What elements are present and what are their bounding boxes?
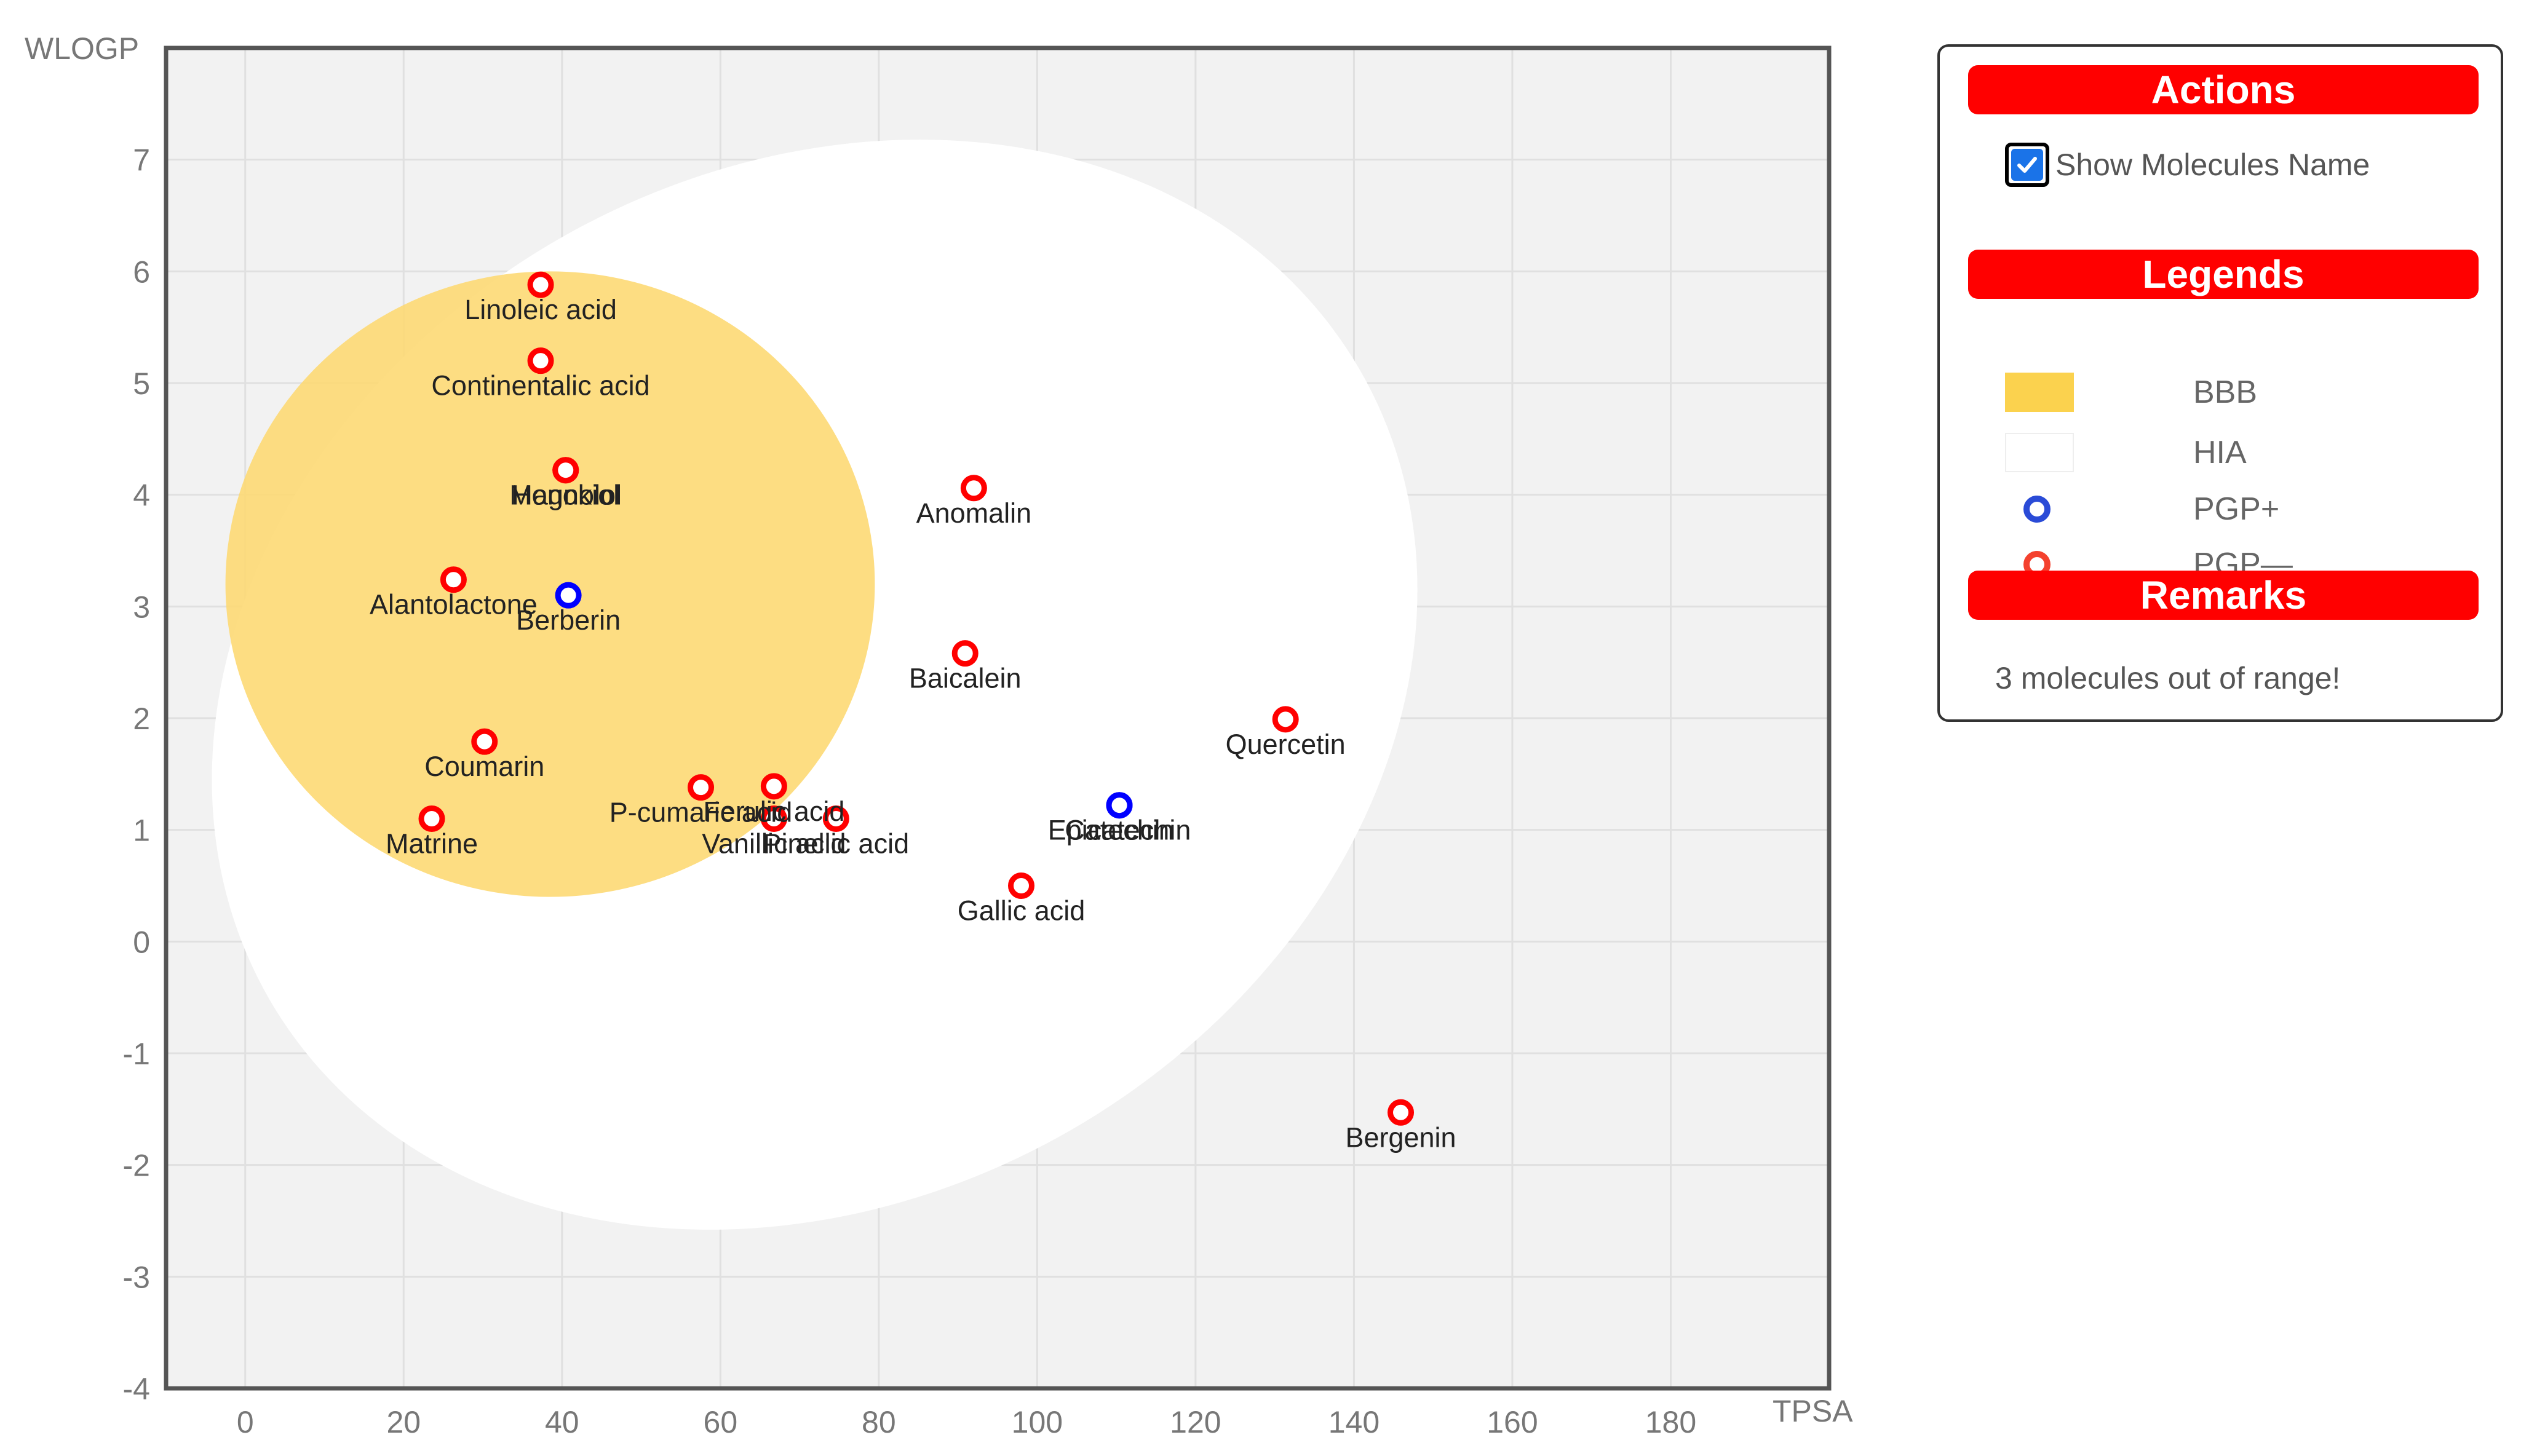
point-honokiol[interactable] <box>552 457 579 484</box>
pgp-plus-marker-icon <box>2023 496 2051 523</box>
legend-item-bbb: BBB <box>2005 366 2436 412</box>
x-tick-label: 180 <box>1645 1405 1696 1439</box>
point-pinellic-acid[interactable] <box>822 805 849 832</box>
legend-label: PGP+ <box>2193 491 2280 527</box>
plot-frame <box>164 46 1832 1391</box>
y-tick-label: -3 <box>123 1260 150 1294</box>
label-catechin: Catechin <box>1065 815 1174 846</box>
point-continentalic-acid[interactable] <box>527 347 554 374</box>
y-tick-label: 1 <box>133 813 150 848</box>
legend-label: BBB <box>2193 374 2258 410</box>
point-anomalin[interactable] <box>960 475 987 502</box>
point-bergenin[interactable] <box>1388 1099 1415 1126</box>
label-p-cumaric-acid: P-cumaric acid <box>609 797 793 828</box>
point-baicalein[interactable] <box>951 640 979 667</box>
label-vanillic-acid: Vanillic acid <box>702 828 846 860</box>
point-epicatechin[interactable] <box>1106 792 1133 819</box>
point-gallic-acid[interactable] <box>1007 872 1034 899</box>
point-ferulic-acid[interactable] <box>760 773 787 800</box>
y-tick-label: 0 <box>133 925 150 959</box>
x-tick-label: 60 <box>704 1405 738 1439</box>
y-tick-label: 2 <box>133 702 150 736</box>
remarks-text: 3 molecules out of range! <box>1995 661 2341 695</box>
molecule-labels: Linoleic acid Continentalic acid MagnololH… <box>370 294 1456 1153</box>
show-names-checkbox[interactable] <box>2005 143 2049 187</box>
show-molecules-name-toggle[interactable]: Show Molecules Name <box>2005 140 2370 189</box>
y-tick-label: -4 <box>123 1372 150 1406</box>
point-vanillic-acid[interactable] <box>760 805 787 832</box>
y-tick-label: 4 <box>133 478 150 513</box>
hia-swatch <box>2005 433 2074 472</box>
side-panel: Actions Show Molecules Name Legends BBB … <box>1937 44 2503 722</box>
point-quercetin[interactable] <box>1272 706 1299 733</box>
label-anomalin: Anomalin <box>916 497 1032 529</box>
y-tick-label: -1 <box>123 1037 150 1071</box>
label-coumarin: Coumarin <box>424 751 544 782</box>
label-gallic-acid: Gallic acid <box>958 895 1086 927</box>
label-linoleic-acid: Linoleic acid <box>464 294 617 325</box>
label-alantolactone: Alantolactone <box>370 589 538 620</box>
label-honokiol: Honokiol <box>512 480 619 511</box>
label-ferulic-acid: Ferulic acid <box>703 796 844 827</box>
legend-label: HIA <box>2193 435 2247 470</box>
label-bergenin: Bergenin <box>1345 1122 1456 1153</box>
y-tick-label: 6 <box>133 255 150 289</box>
y-tick-label: -2 <box>123 1149 150 1183</box>
y-tick-label: 3 <box>133 590 150 624</box>
bbb-swatch <box>2005 373 2074 412</box>
remarks-header: Remarks <box>1968 571 2479 620</box>
point-matrine[interactable] <box>418 805 445 832</box>
point-alantolactone[interactable] <box>440 566 467 593</box>
label-epicatechin: Epicatechin <box>1048 815 1191 846</box>
x-tick-label: 100 <box>1012 1405 1063 1439</box>
label-pinellic-acid: Pinellic acid <box>763 828 910 860</box>
x-tick-label: 160 <box>1487 1405 1538 1439</box>
label-quercetin: Quercetin <box>1226 729 1346 760</box>
point-coumarin[interactable] <box>471 728 498 755</box>
label-magnolol: Magnolol <box>509 480 622 511</box>
y-axis-title: WLOGP <box>25 31 139 66</box>
legends-header: Legends <box>1968 250 2479 299</box>
point-p-cumaric-acid[interactable] <box>688 774 715 801</box>
legend-item-hia: HIA <box>2005 427 2436 472</box>
legend-item-pgp-plus: PGP+ <box>2005 483 2436 527</box>
actions-header: Actions <box>1968 65 2479 114</box>
label-matrine: Matrine <box>386 828 478 860</box>
y-tick-label: 7 <box>133 143 150 178</box>
check-icon <box>2011 149 2043 181</box>
x-tick-label: 20 <box>386 1405 421 1439</box>
x-tick-label: 0 <box>237 1405 254 1439</box>
x-tick-label: 80 <box>862 1405 896 1439</box>
x-tick-label: 140 <box>1328 1405 1380 1439</box>
bioavailability-chart: 0 20 40 60 80 100 120 140 160 180 -4 -3 -2 -1 0 1 2 3 4 5 6 7… <box>25 31 1853 1439</box>
y-tick-label: 5 <box>133 366 150 401</box>
label-berberin: Berberin <box>516 604 621 636</box>
bbb-region <box>225 271 875 897</box>
label-continentalic-acid: Continentalic acid <box>431 370 649 402</box>
show-names-label: Show Molecules Name <box>2055 148 2370 182</box>
x-tick-label: 40 <box>545 1405 579 1439</box>
x-axis-title: TPSA <box>1773 1394 1853 1428</box>
x-tick-label: 120 <box>1170 1405 1221 1439</box>
point-berberin[interactable] <box>555 582 582 609</box>
axis-ticks: 0 20 40 60 80 100 120 140 160 180 -4 -3 -2 -1 0 1 2 3 4 5 6 7 <box>123 143 1697 1439</box>
point-linoleic-acid[interactable] <box>527 271 554 298</box>
label-baicalein: Baicalein <box>909 663 1022 694</box>
data-points <box>418 271 1415 1126</box>
